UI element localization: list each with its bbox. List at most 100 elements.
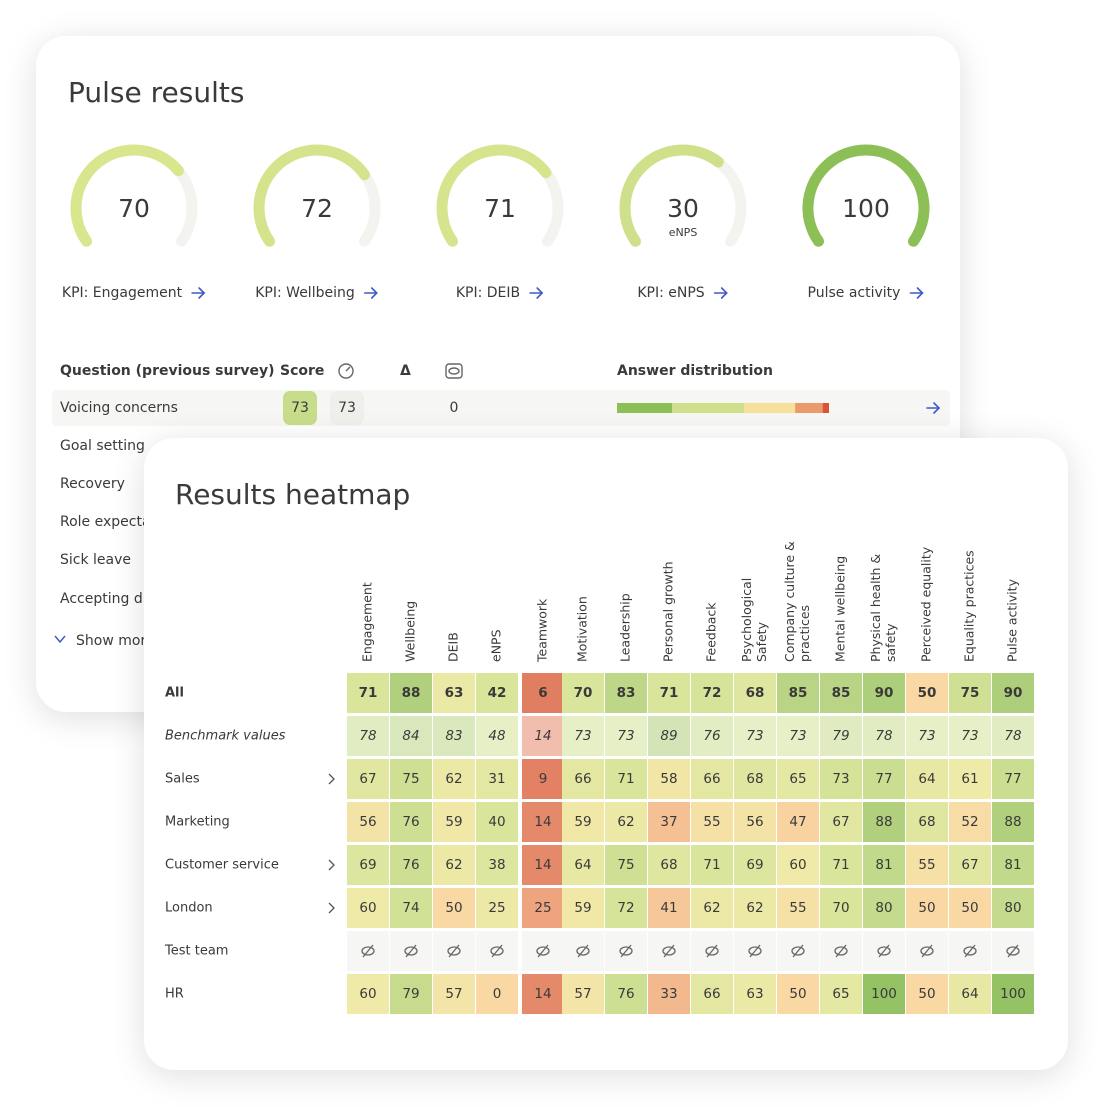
heat-cell [390, 974, 432, 1014]
cell-value: 38 [488, 857, 505, 873]
question-label: Accepting di [60, 591, 147, 607]
hidden-icon [576, 946, 590, 956]
cell-value: 71 [617, 771, 634, 787]
column-header: Psychological [739, 578, 754, 662]
heat-cell [390, 759, 432, 799]
cell-value: 71 [832, 857, 849, 873]
cell-value: 81 [1004, 857, 1021, 873]
column-header: Answer distribution [617, 363, 773, 379]
gauge-arc [253, 144, 371, 247]
row-label: HR [165, 987, 184, 1002]
hidden-icon [705, 946, 719, 956]
heat-cell [347, 974, 389, 1014]
gauge-link[interactable]: KPI: Wellbeing [255, 285, 354, 301]
hidden-icon [1006, 946, 1020, 956]
heat-cell [648, 716, 690, 756]
cell-value: 52 [961, 814, 978, 830]
cell-value: 47 [789, 814, 806, 830]
arrow-icon[interactable] [529, 287, 544, 299]
heat-cell [820, 673, 862, 713]
gauge-link[interactable]: KPI: DEIB [456, 285, 520, 301]
cell-value: 57 [445, 986, 462, 1002]
cell-value: 75 [402, 771, 419, 787]
cell-value: 72 [703, 685, 722, 701]
cell-value: 66 [703, 986, 720, 1002]
gauge-value: 100 [842, 194, 890, 223]
hidden-icon [536, 946, 550, 956]
heat-cell [562, 888, 604, 928]
heat-cell [820, 845, 862, 885]
hidden-icon [877, 946, 891, 956]
cell-value: 72 [617, 900, 634, 916]
hidden-icon [835, 944, 847, 958]
cell-value: 6 [538, 685, 547, 701]
heat-cell [562, 802, 604, 842]
delta-value: 0 [450, 400, 459, 416]
heat-cell [906, 673, 948, 713]
row-band [52, 390, 950, 426]
cell-value: 50 [918, 685, 937, 701]
heat-cell [691, 673, 733, 713]
gauge-link[interactable]: KPI: eNPS [637, 285, 704, 301]
gauge-arc [802, 144, 930, 247]
cell-value: 14 [534, 814, 551, 830]
cell-value: 90 [1004, 685, 1023, 701]
arrow-icon[interactable] [191, 287, 206, 299]
cell-value: 100 [1000, 986, 1026, 1002]
cell-value: 67 [961, 857, 978, 873]
cell-value: 60 [359, 900, 376, 916]
heat-cell [390, 716, 432, 756]
heat-cell [476, 974, 518, 1014]
expand-chevron[interactable] [328, 773, 335, 785]
heat-cell [522, 673, 564, 713]
gauge-link[interactable]: Pulse activity [808, 285, 901, 301]
heat-cell [992, 888, 1034, 928]
gauge-arc [70, 144, 184, 247]
chevron-icon [54, 635, 66, 644]
arrow-icon[interactable] [363, 287, 378, 299]
heat-cell [949, 845, 991, 885]
arrow-icon[interactable] [909, 287, 924, 299]
gauge-icon [338, 363, 354, 379]
cell-value: 14 [534, 986, 551, 1002]
heat-cell [863, 888, 905, 928]
cell-value: 62 [703, 900, 720, 916]
row-label: Marketing [165, 815, 230, 830]
arrow-icon[interactable] [713, 287, 728, 299]
cell-value: 41 [660, 900, 677, 916]
expand-chevron[interactable] [328, 902, 335, 914]
cell-value: 56 [359, 814, 376, 830]
hidden-icon [963, 946, 977, 956]
gauge-sublabel: eNPS [669, 226, 698, 239]
arrow-icon[interactable] [926, 402, 941, 414]
hidden-icon [362, 944, 374, 958]
heat-cell [820, 802, 862, 842]
hidden-icon [792, 944, 804, 958]
expand-chevron[interactable] [328, 859, 335, 871]
eye-icon [445, 363, 463, 379]
pulse-canvas: Pulse results 70 KPI: Engagement 72 KPI: We… [52, 76, 950, 649]
hidden-icon [491, 944, 503, 958]
score-value: 73 [291, 400, 309, 416]
column-header: DEIB [446, 632, 461, 662]
question-label: Recovery [60, 476, 125, 492]
cell-value: 65 [832, 986, 849, 1002]
column-header: Δ [400, 363, 411, 379]
cell-value: 74 [402, 900, 419, 916]
column-header: Feedback [704, 602, 719, 662]
cell-value: 73 [617, 728, 634, 744]
cell-value: 100 [871, 986, 897, 1002]
heat-cell [691, 845, 733, 885]
gauge-link[interactable]: KPI: Engagement [62, 285, 183, 301]
show-more-link[interactable]: Show mor [76, 633, 146, 649]
distribution-segment [672, 403, 745, 413]
cell-value: 81 [875, 857, 892, 873]
heat-cell [691, 716, 733, 756]
hidden-icon [447, 946, 461, 956]
heat-cell [949, 673, 991, 713]
cell-value: 33 [660, 986, 677, 1002]
gauge-arc [619, 144, 724, 247]
cell-value: 48 [488, 728, 505, 744]
hidden-icon [1007, 944, 1019, 958]
